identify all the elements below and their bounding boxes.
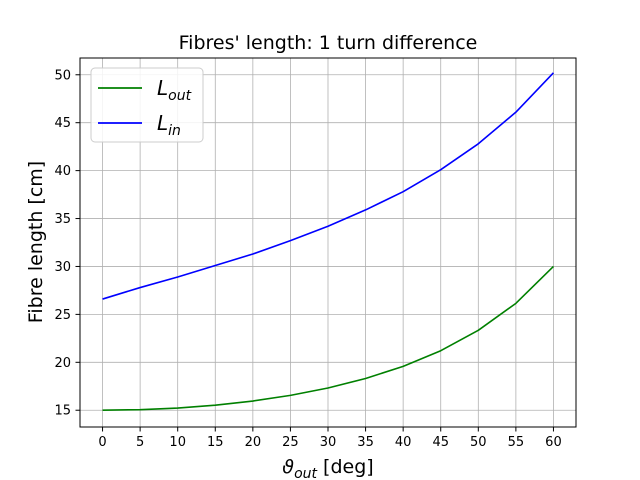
x-tick-label: 60 bbox=[545, 435, 562, 450]
series-lines bbox=[102, 72, 555, 412]
series-line-out bbox=[102, 265, 555, 412]
series-line-in bbox=[102, 72, 555, 300]
y-tick-label: 35 bbox=[54, 212, 71, 227]
y-axis-label: Fibre length [cm] bbox=[25, 161, 47, 323]
x-tick-label: 0 bbox=[98, 435, 106, 450]
x-tick-label: 5 bbox=[136, 435, 144, 450]
y-tick-label: 30 bbox=[54, 260, 71, 275]
x-tick-label: 15 bbox=[207, 435, 224, 450]
x-tick-label: 30 bbox=[320, 435, 337, 450]
x-tick-label: 40 bbox=[395, 435, 412, 450]
y-tick-label: 45 bbox=[54, 116, 71, 131]
legend: Lout Lin bbox=[90, 67, 204, 143]
x-tick-label: 25 bbox=[282, 435, 299, 450]
x-tick-label: 45 bbox=[432, 435, 449, 450]
legend-box bbox=[90, 67, 204, 143]
x-axis-label-subscript: out bbox=[294, 466, 317, 480]
legend-label-in: Lin bbox=[157, 111, 181, 139]
x-tick-label: 50 bbox=[470, 435, 487, 450]
y-tick-label: 15 bbox=[54, 404, 71, 419]
x-axis-ticks: 0 5 10 15 20 25 30 35 40 45 50 55 60 bbox=[98, 427, 562, 450]
x-tick-label: 55 bbox=[508, 435, 525, 450]
chart-title: Fibres' length: 1 turn difference bbox=[179, 32, 478, 54]
grid bbox=[80, 58, 576, 427]
x-tick-label: 35 bbox=[357, 435, 374, 450]
y-tick-label: 50 bbox=[54, 68, 71, 83]
x-tick-label: 10 bbox=[169, 435, 186, 450]
x-axis-label-symbol: ϑ bbox=[282, 456, 294, 478]
y-tick-label: 40 bbox=[54, 164, 71, 179]
x-axis-label-unit: [deg] bbox=[317, 456, 374, 478]
y-tick-label: 20 bbox=[54, 356, 71, 371]
y-tick-label: 25 bbox=[54, 308, 71, 323]
x-tick-label: 20 bbox=[245, 435, 262, 450]
x-axis-label: ϑout [deg] bbox=[282, 456, 373, 480]
y-axis-ticks: 15 20 25 30 35 40 45 50 bbox=[54, 68, 80, 419]
legend-label-out: Lout bbox=[157, 76, 192, 104]
